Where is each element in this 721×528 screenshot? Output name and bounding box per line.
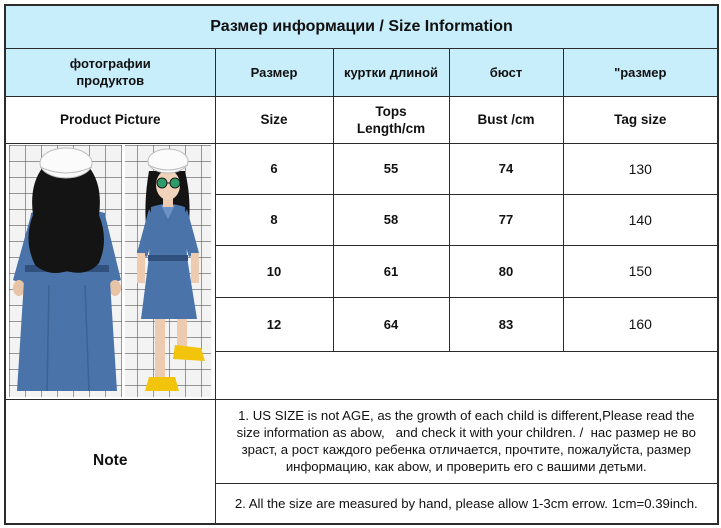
header-ru-picture-line: фотографии — [69, 56, 151, 71]
tag-cell: 150 — [562, 244, 719, 298]
size-cell: 6 — [214, 142, 334, 195]
header-en-length-line: Length/cm — [356, 120, 426, 136]
header-en-length: Tops Length/cm — [332, 95, 450, 144]
table-row: 6 55 74 130 — [4, 142, 719, 400]
header-en-size: Size — [214, 95, 334, 144]
girl-back-view — [13, 147, 122, 392]
header-row-english: Product Picture Size Tops Length/cm Bust… — [4, 95, 719, 144]
bust-cell: 80 — [448, 244, 564, 298]
bust-cell: 83 — [448, 296, 564, 352]
product-photo — [9, 145, 212, 397]
bust-cell: 77 — [448, 193, 564, 246]
product-picture-cell — [4, 142, 216, 400]
header-ru-size: Размер — [214, 47, 334, 97]
header-ru-picture-line: продуктов — [76, 73, 145, 88]
note-line: size information as abow, and check it w… — [236, 425, 696, 440]
header-en-picture: Product Picture — [4, 95, 216, 144]
note-line: зраст, а рост каждого ребенка отличается… — [241, 442, 691, 457]
note-line: 1. US SIZE is not AGE, as the growth of … — [238, 408, 695, 423]
tag-cell: 140 — [562, 193, 719, 246]
table-row: 10 61 80 150 — [5, 244, 719, 298]
length-cell: 61 — [332, 244, 450, 298]
note-line: 2. All the size are measured by hand, pl… — [234, 495, 698, 511]
header-en-bust: Bust /cm — [448, 95, 564, 144]
note-label: Note — [4, 398, 216, 525]
bust-cell: 74 — [448, 142, 564, 195]
girl-front-view — [137, 148, 206, 391]
size-cell: 12 — [214, 296, 334, 352]
header-en-length-line: Tops — [375, 103, 407, 119]
note-item-2: 2. All the size are measured by hand, pl… — [214, 482, 719, 525]
size-cell: 8 — [214, 193, 334, 246]
header-ru-length: куртки длиной — [332, 47, 450, 97]
length-cell: 55 — [332, 142, 450, 195]
tag-cell: 130 — [562, 142, 719, 195]
table-row: 12 64 83 160 — [5, 296, 719, 352]
empty-cell — [214, 350, 719, 400]
tag-cell: 160 — [562, 296, 719, 352]
size-chart-table: Размер информации / Size Information фот… — [4, 4, 720, 525]
note-line: информацию, как abow, и проверить его с … — [285, 459, 647, 474]
header-row-russian: фотографии продуктов Размер куртки длино… — [4, 47, 719, 97]
length-cell: 64 — [332, 296, 450, 352]
title-row: Размер информации / Size Information — [4, 4, 719, 49]
note-row: 2. All the size are measured by hand, pl… — [5, 482, 719, 525]
length-cell: 58 — [332, 193, 450, 246]
table-title: Размер информации / Size Information — [4, 4, 719, 49]
note-row: Note 1. US SIZE is not AGE, as the growt… — [4, 398, 719, 525]
header-ru-tag: "размер — [562, 47, 719, 97]
header-ru-picture: фотографии продуктов — [4, 47, 216, 97]
note-item-1: 1. US SIZE is not AGE, as the growth of … — [214, 398, 719, 484]
header-en-tag: Tag size — [562, 95, 719, 144]
header-ru-bust: бюст — [448, 47, 564, 97]
table-row: 8 58 77 140 — [5, 193, 719, 246]
size-cell: 10 — [214, 244, 334, 298]
